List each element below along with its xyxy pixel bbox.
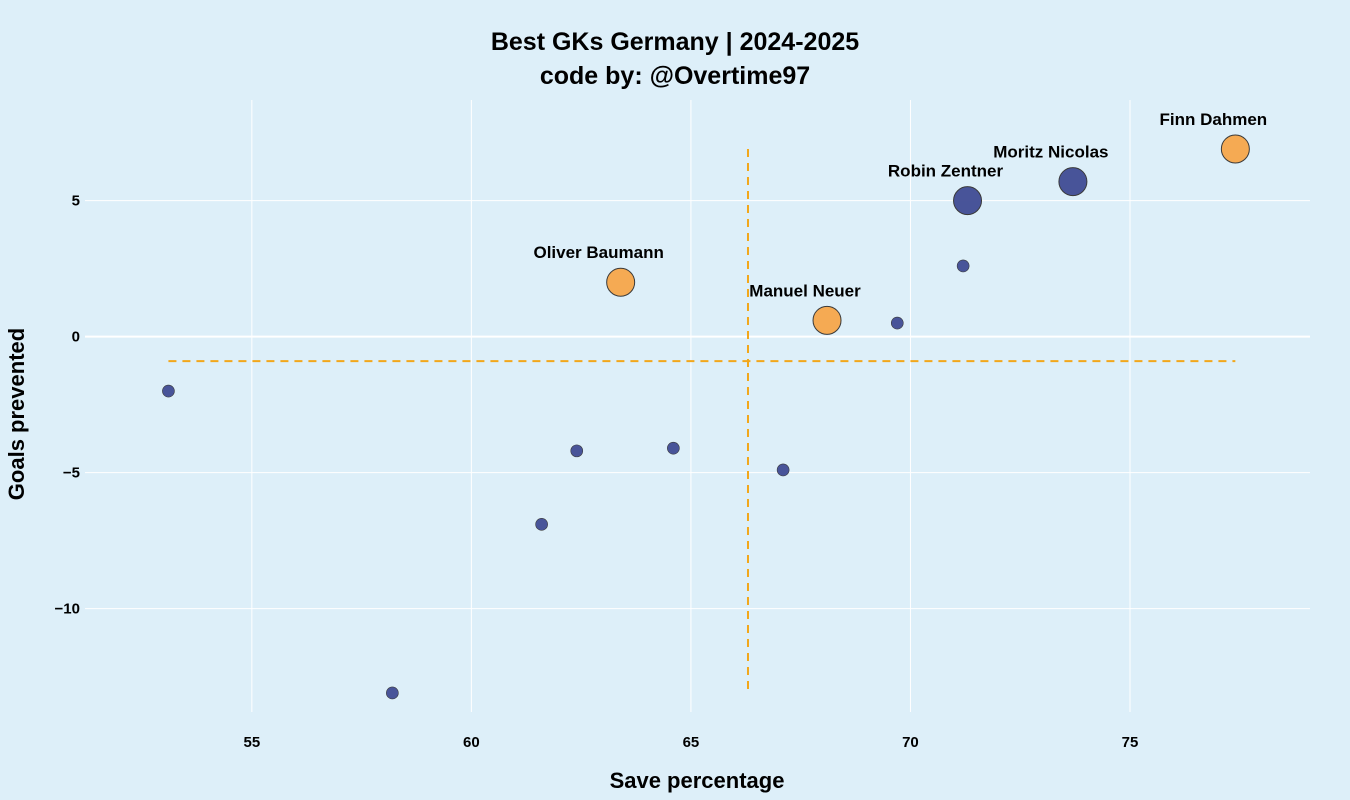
x-tick-label: 70 bbox=[902, 734, 919, 751]
point-label: Oliver Baumann bbox=[533, 243, 663, 262]
y-tick-label: −5 bbox=[63, 465, 80, 482]
reference-lines bbox=[168, 148, 1236, 693]
data-point bbox=[956, 259, 970, 273]
point-label: Finn Dahmen bbox=[1160, 110, 1268, 129]
data-point bbox=[162, 384, 175, 398]
data-point bbox=[1220, 134, 1250, 164]
chart-title: Best GKs Germany | 2024-2025 bbox=[491, 28, 859, 56]
point-label: Moritz Nicolas bbox=[993, 143, 1108, 162]
data-point bbox=[890, 316, 904, 330]
data-point bbox=[667, 441, 680, 455]
x-tick-label: 75 bbox=[1122, 734, 1139, 751]
x-tick-label: 65 bbox=[683, 734, 700, 751]
data-point bbox=[812, 305, 842, 335]
data-point bbox=[1058, 167, 1088, 197]
point-label: Robin Zentner bbox=[888, 162, 1004, 181]
data-point bbox=[535, 518, 548, 531]
y-tick-label: 0 bbox=[72, 329, 80, 346]
chart-subtitle: code by: @Overtime97 bbox=[540, 62, 810, 90]
x-tick-label: 55 bbox=[244, 734, 261, 751]
grid bbox=[85, 100, 1310, 712]
data-point bbox=[386, 686, 399, 700]
x-axis-label: Save percentage bbox=[610, 768, 785, 793]
y-axis-label: Goals prevented bbox=[4, 328, 29, 500]
data-point bbox=[606, 267, 636, 297]
x-tick-label: 60 bbox=[463, 734, 480, 751]
y-tick-label: 5 bbox=[72, 193, 80, 210]
data-points bbox=[162, 134, 1250, 700]
point-label: Manuel Neuer bbox=[749, 281, 861, 300]
data-point bbox=[776, 463, 790, 477]
data-point bbox=[953, 186, 983, 216]
data-point bbox=[570, 444, 584, 458]
axis-ticks: 55 60 65 70 75 −10 −5 0 5 bbox=[55, 193, 1139, 751]
y-tick-label: −10 bbox=[55, 601, 80, 618]
